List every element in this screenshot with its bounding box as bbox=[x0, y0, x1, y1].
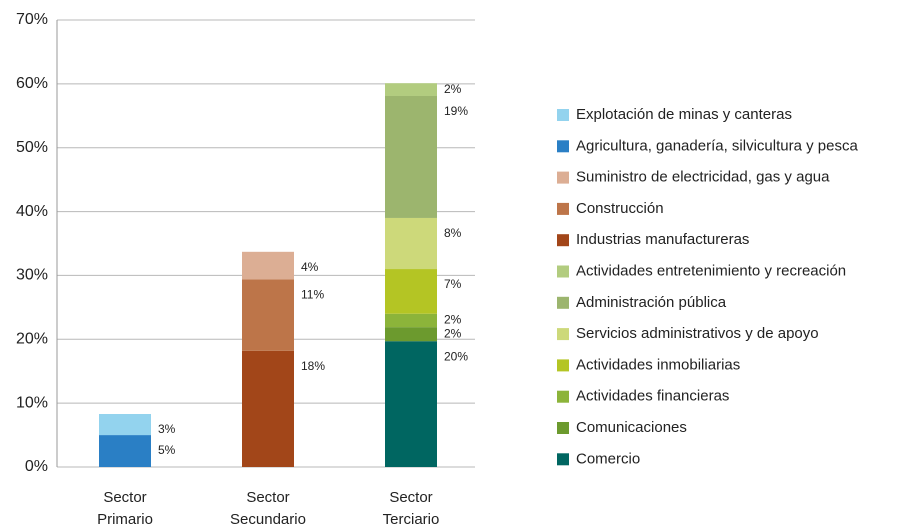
value-label: 4% bbox=[301, 260, 319, 274]
legend-swatch bbox=[557, 296, 569, 309]
y-tick-label: 40% bbox=[16, 203, 48, 220]
bar-segment bbox=[242, 251, 294, 280]
legend-label: Comunicaciones bbox=[576, 419, 687, 436]
value-label: 8% bbox=[444, 226, 462, 240]
legend-swatch bbox=[557, 359, 569, 372]
bar-segment bbox=[385, 83, 437, 96]
x-tick-label: Sector Terciario bbox=[382, 489, 440, 528]
bar-segment bbox=[99, 413, 151, 436]
bar-segment bbox=[385, 341, 437, 467]
legend-swatch bbox=[557, 202, 569, 215]
legend-label: Agricultura, ganadería, silvicultura y p… bbox=[576, 137, 858, 154]
legend-swatch bbox=[557, 390, 569, 403]
legend-label: Construcción bbox=[576, 200, 664, 217]
value-label: 5% bbox=[158, 443, 176, 457]
legend-swatch bbox=[557, 265, 569, 278]
legend-label: Administración pública bbox=[576, 294, 727, 311]
value-label: 2% bbox=[444, 313, 462, 327]
y-tick-label: 20% bbox=[16, 331, 48, 348]
value-label: 11% bbox=[301, 287, 324, 301]
bar-segment bbox=[385, 313, 437, 328]
y-tick-label: 0% bbox=[25, 458, 48, 475]
legend-swatch bbox=[557, 453, 569, 466]
legend-swatch bbox=[557, 109, 569, 121]
bar-segment bbox=[385, 95, 437, 218]
legend-label: Actividades financieras bbox=[576, 388, 729, 405]
legend-swatch bbox=[557, 234, 569, 247]
legend-label: Actividades inmobiliarias bbox=[576, 356, 740, 373]
value-label: 3% bbox=[158, 422, 176, 436]
legend-swatch bbox=[557, 422, 569, 434]
legend-swatch bbox=[557, 328, 569, 341]
legend-label: Actividades entretenimiento y recreación bbox=[576, 262, 846, 279]
value-label: 2% bbox=[444, 82, 462, 96]
y-tick-label: 10% bbox=[16, 394, 48, 411]
legend-label: Explotación de minas y canteras bbox=[576, 106, 792, 123]
legend-label: Comercio bbox=[576, 450, 640, 467]
value-label: 2% bbox=[444, 326, 462, 340]
bar-segment bbox=[242, 279, 294, 351]
y-tick-label: 70% bbox=[16, 11, 48, 28]
x-tick-label: Sector Secundario bbox=[230, 489, 306, 528]
bar-segment bbox=[385, 217, 437, 270]
bar-segment bbox=[385, 269, 437, 314]
value-label: 20% bbox=[444, 349, 468, 363]
y-tick-label: 50% bbox=[16, 139, 48, 156]
value-label: 19% bbox=[444, 104, 468, 118]
y-tick-label: 60% bbox=[16, 75, 48, 92]
legend-swatch bbox=[557, 171, 569, 184]
y-tick-label: 30% bbox=[16, 267, 48, 284]
value-label: 7% bbox=[444, 277, 462, 291]
legend-swatch bbox=[557, 140, 569, 153]
bar-segment bbox=[99, 435, 151, 467]
legend-label: Servicios administrativos y de apoyo bbox=[576, 325, 819, 342]
legend-label: Suministro de electricidad, gas y agua bbox=[576, 169, 830, 186]
legend-label: Industrias manufactureras bbox=[576, 231, 749, 248]
x-tick-label: Sector Primario bbox=[97, 489, 153, 528]
value-label: 18% bbox=[301, 359, 325, 373]
bar-segment bbox=[242, 350, 294, 467]
bar-segment bbox=[385, 327, 437, 342]
